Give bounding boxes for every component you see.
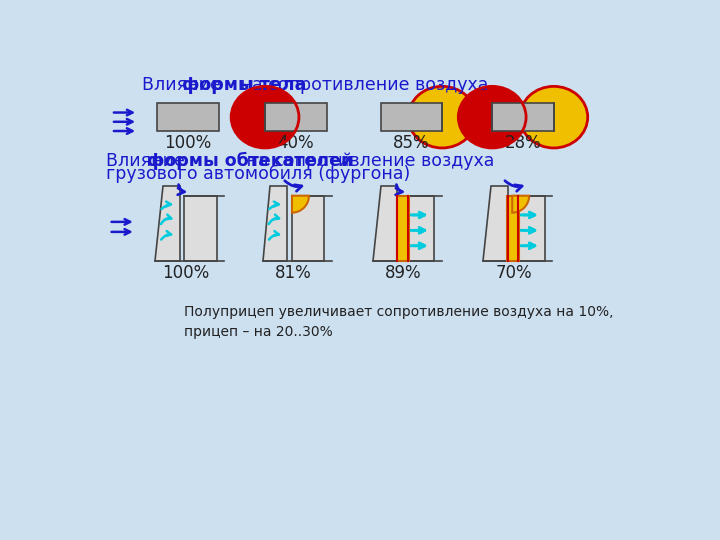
Bar	[292, 195, 324, 261]
Text: 40%: 40%	[277, 134, 314, 152]
Text: 70%: 70%	[495, 264, 532, 282]
Bar	[381, 103, 442, 131]
Ellipse shape	[408, 86, 476, 148]
Polygon shape	[263, 186, 287, 261]
Bar	[402, 195, 434, 261]
Ellipse shape	[231, 86, 299, 148]
Text: 100%: 100%	[162, 264, 210, 282]
Bar	[512, 195, 544, 261]
Text: 85%: 85%	[393, 134, 430, 152]
Text: формы тела: формы тела	[182, 76, 306, 94]
Text: формы обтекателей: формы обтекателей	[147, 152, 354, 170]
Bar	[265, 103, 327, 131]
Text: на сопротивление воздуха: на сопротивление воздуха	[235, 76, 488, 94]
Bar	[184, 195, 217, 261]
Text: 28%: 28%	[505, 134, 541, 152]
Ellipse shape	[520, 86, 588, 148]
Text: 100%: 100%	[164, 134, 212, 152]
Polygon shape	[373, 186, 397, 261]
Polygon shape	[483, 186, 508, 261]
Text: Влияние: Влияние	[106, 152, 190, 170]
Ellipse shape	[459, 86, 526, 148]
Polygon shape	[155, 186, 179, 261]
Text: 81%: 81%	[275, 264, 312, 282]
Text: Влияние: Влияние	[142, 76, 226, 94]
Text: Полуприцеп увеличивает сопротивление воздуха на 10%,
прицеп – на 20..30%: Полуприцеп увеличивает сопротивление воз…	[184, 305, 613, 339]
Bar	[492, 103, 554, 131]
Wedge shape	[292, 195, 309, 213]
Bar	[397, 195, 409, 261]
Text: грузового автомобиля (фургона): грузового автомобиля (фургона)	[106, 165, 410, 183]
Wedge shape	[512, 195, 529, 213]
Text: 89%: 89%	[385, 264, 422, 282]
Text: на сопротивление воздуха: на сопротивление воздуха	[241, 152, 495, 170]
Bar	[507, 195, 519, 261]
Bar	[157, 103, 219, 131]
